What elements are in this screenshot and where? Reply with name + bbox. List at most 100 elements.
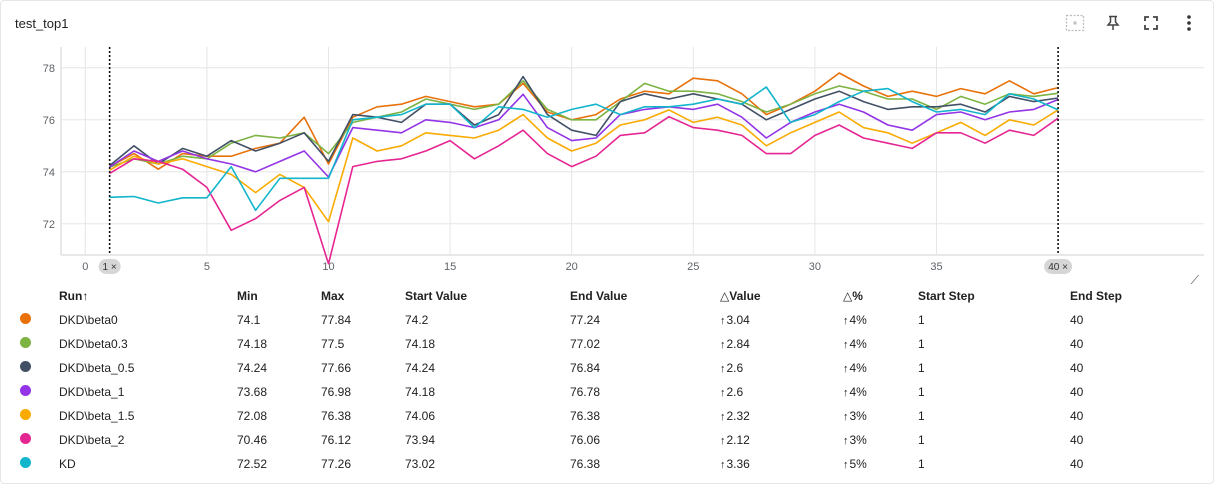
max-col-header[interactable]: Max [321, 289, 345, 303]
color-col-header [11, 284, 59, 308]
start-step-text: 1 [918, 409, 925, 423]
min-text: 74.24 [237, 361, 268, 375]
arrow-up-icon: ↑ [720, 411, 726, 423]
arrow-up-icon: ↑ [843, 435, 849, 447]
min-cell: 70.46 [237, 428, 321, 452]
end-step-text: 40 [1070, 337, 1084, 351]
start-value-text: 73.02 [405, 457, 436, 471]
run-color-dot[interactable] [20, 337, 31, 348]
delta-value-text: 3.36 [726, 457, 750, 471]
max-cell: 77.84 [321, 308, 405, 332]
more-options-button[interactable] [1177, 11, 1201, 35]
table-row[interactable]: KD 72.52 77.26 73.02 76.38 ↑3.36 ↑5% 1 40 [11, 452, 1170, 476]
end-value-cell: 77.02 [570, 332, 720, 356]
start-step-col-header[interactable]: Start Step [918, 289, 975, 303]
fullscreen-button[interactable] [1139, 11, 1163, 35]
resize-handle-icon[interactable]: ⟋ [1190, 273, 1199, 287]
max-cell: 77.66 [321, 356, 405, 380]
end-value-text: 76.38 [570, 409, 601, 423]
start-value-col-header[interactable]: Start Value [405, 289, 468, 303]
delta-pct-col-header[interactable]: △% [843, 289, 863, 303]
end-step-cell: 40 [1070, 380, 1170, 404]
series-line-2 [109, 75, 1059, 167]
series-line-6 [109, 86, 1059, 212]
min-text: 72.52 [237, 457, 268, 471]
arrow-up-icon: ↑ [843, 315, 849, 327]
delta-value-text: 2.32 [726, 409, 750, 423]
end-step-cell: 40 [1070, 428, 1170, 452]
line-chart[interactable]: 72 74 76 78 0 5 10 15 20 25 30 35 1 × 40 × [1, 37, 1216, 277]
end-step-text: 40 [1070, 385, 1084, 399]
x-tick-label: 35 [930, 261, 942, 273]
run-color-dot[interactable] [20, 385, 31, 396]
run-color-dot-cell [11, 380, 59, 404]
table-row[interactable]: DKD\beta_1 73.68 76.98 74.18 76.78 ↑2.6 ↑4% 1 40 [11, 380, 1170, 404]
end-step-text: 40 [1070, 361, 1084, 375]
start-value-text: 74.06 [405, 409, 436, 423]
max-cell: 77.26 [321, 452, 405, 476]
arrow-up-icon: ↑ [720, 459, 726, 471]
delta-pct-cell: ↑4% [843, 380, 918, 404]
runs-table: Run↑ Min Max Start Value End Value △Valu… [11, 284, 1170, 476]
delta-value-cell: ↑3.04 [720, 308, 843, 332]
start-value-cell: 74.2 [405, 308, 570, 332]
card-title: test_top1 [15, 16, 69, 31]
run-name-cell: DKD\beta_2 [59, 428, 237, 452]
run-color-dot[interactable] [20, 313, 31, 324]
max-cell: 77.5 [321, 332, 405, 356]
table-row[interactable]: DKD\beta_0.5 74.24 77.66 74.24 76.84 ↑2.6 ↑4% 1… [11, 356, 1170, 380]
min-cell: 74.1 [237, 308, 321, 332]
delta-pct-text: 4% [849, 313, 867, 327]
run-color-dot[interactable] [20, 433, 31, 444]
table-header-row: Run↑ Min Max Start Value End Value △Valu… [11, 284, 1170, 308]
end-step-cell: 40 [1070, 356, 1170, 380]
end-value-text: 76.06 [570, 433, 601, 447]
end-step-col-header[interactable]: End Step [1070, 289, 1123, 303]
min-cell: 74.24 [237, 356, 321, 380]
max-text: 76.98 [321, 385, 352, 399]
run-name-text: DKD\beta0 [59, 313, 118, 327]
x-tick-label: 5 [204, 261, 210, 273]
run-color-dot[interactable] [20, 457, 31, 468]
arrow-up-icon: ↑ [843, 411, 849, 423]
table-row[interactable]: DKD\beta_2 70.46 76.12 73.94 76.06 ↑2.12 ↑3% 1 4… [11, 428, 1170, 452]
run-color-dot[interactable] [20, 409, 31, 420]
run-name-text: DKD\beta_1 [59, 385, 125, 399]
end-value-cell: 76.38 [570, 452, 720, 476]
delta-pct-text: 3% [849, 433, 867, 447]
run-name-text: KD [59, 457, 76, 471]
table-row[interactable]: DKD\beta0.3 74.18 77.5 74.18 77.02 ↑2.84 ↑4% 1 4… [11, 332, 1170, 356]
end-value-cell: 76.38 [570, 404, 720, 428]
table-row[interactable]: DKD\beta_1.5 72.08 76.38 74.06 76.38 ↑2.32 ↑3%… [11, 404, 1170, 428]
delta-pct-text: 4% [849, 361, 867, 375]
start-step-text: 1 [918, 313, 925, 327]
end-value-text: 77.24 [570, 313, 601, 327]
start-step-text: 1 [918, 433, 925, 447]
min-text: 74.18 [237, 337, 268, 351]
run-color-dot-cell [11, 308, 59, 332]
pin-button[interactable] [1101, 11, 1125, 35]
min-col-header[interactable]: Min [237, 289, 258, 303]
min-text: 72.08 [237, 409, 268, 423]
run-color-dot[interactable] [20, 361, 31, 372]
end-step-text: 40 [1070, 313, 1084, 327]
max-text: 76.12 [321, 433, 352, 447]
delta-pct-cell: ↑3% [843, 428, 918, 452]
run-col-header[interactable]: Run↑ [59, 289, 89, 303]
run-name-cell: KD [59, 452, 237, 476]
delta-value-col-header[interactable]: △Value [720, 289, 761, 303]
start-step-text: 1 [918, 385, 925, 399]
end-value-col-header[interactable]: End Value [570, 289, 628, 303]
series-line-4 [109, 109, 1059, 223]
fit-domain-button[interactable] [1063, 11, 1087, 35]
arrow-up-icon: ↑ [720, 435, 726, 447]
arrow-up-icon: ↑ [720, 387, 726, 399]
table-row[interactable]: DKD\beta0 74.1 77.84 74.2 77.24 ↑3.04 ↑4% 1 40 [11, 308, 1170, 332]
start-value-text: 74.2 [405, 313, 429, 327]
run-color-dot-cell [11, 404, 59, 428]
end-value-text: 76.78 [570, 385, 601, 399]
delta-pct-cell: ↑4% [843, 332, 918, 356]
start-step-cell: 1 [918, 356, 1070, 380]
start-value-cell: 73.02 [405, 452, 570, 476]
delta-pct-text: 4% [849, 385, 867, 399]
